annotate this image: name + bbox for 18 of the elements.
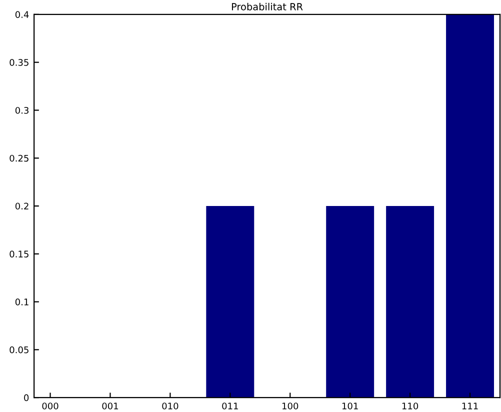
- x-tick-label: 111: [462, 402, 478, 410]
- x-tick-label: 101: [342, 402, 358, 410]
- y-tick-label: 0.4: [15, 11, 29, 18]
- x-tick-label: 010: [162, 402, 178, 410]
- x-tick-label: 011: [222, 402, 238, 410]
- y-tick-label: 0.15: [10, 250, 28, 258]
- y-tick-label: 0.05: [10, 346, 28, 354]
- y-tick-label: 0.1: [15, 298, 28, 306]
- chart-title: Probabilitat RR: [232, 2, 303, 10]
- x-tick-label: 100: [282, 402, 298, 410]
- y-tick-label: 0.2: [15, 202, 28, 210]
- y-tick-label: 0.25: [10, 154, 28, 162]
- y-tick-label: 0.35: [10, 59, 28, 66]
- y-tick-label: 0.3: [15, 106, 28, 114]
- y-tick-label: 0: [24, 394, 29, 402]
- x-tick-label: 110: [402, 402, 418, 410]
- x-tick-label: 001: [102, 402, 118, 410]
- x-tick-label: 000: [42, 402, 58, 410]
